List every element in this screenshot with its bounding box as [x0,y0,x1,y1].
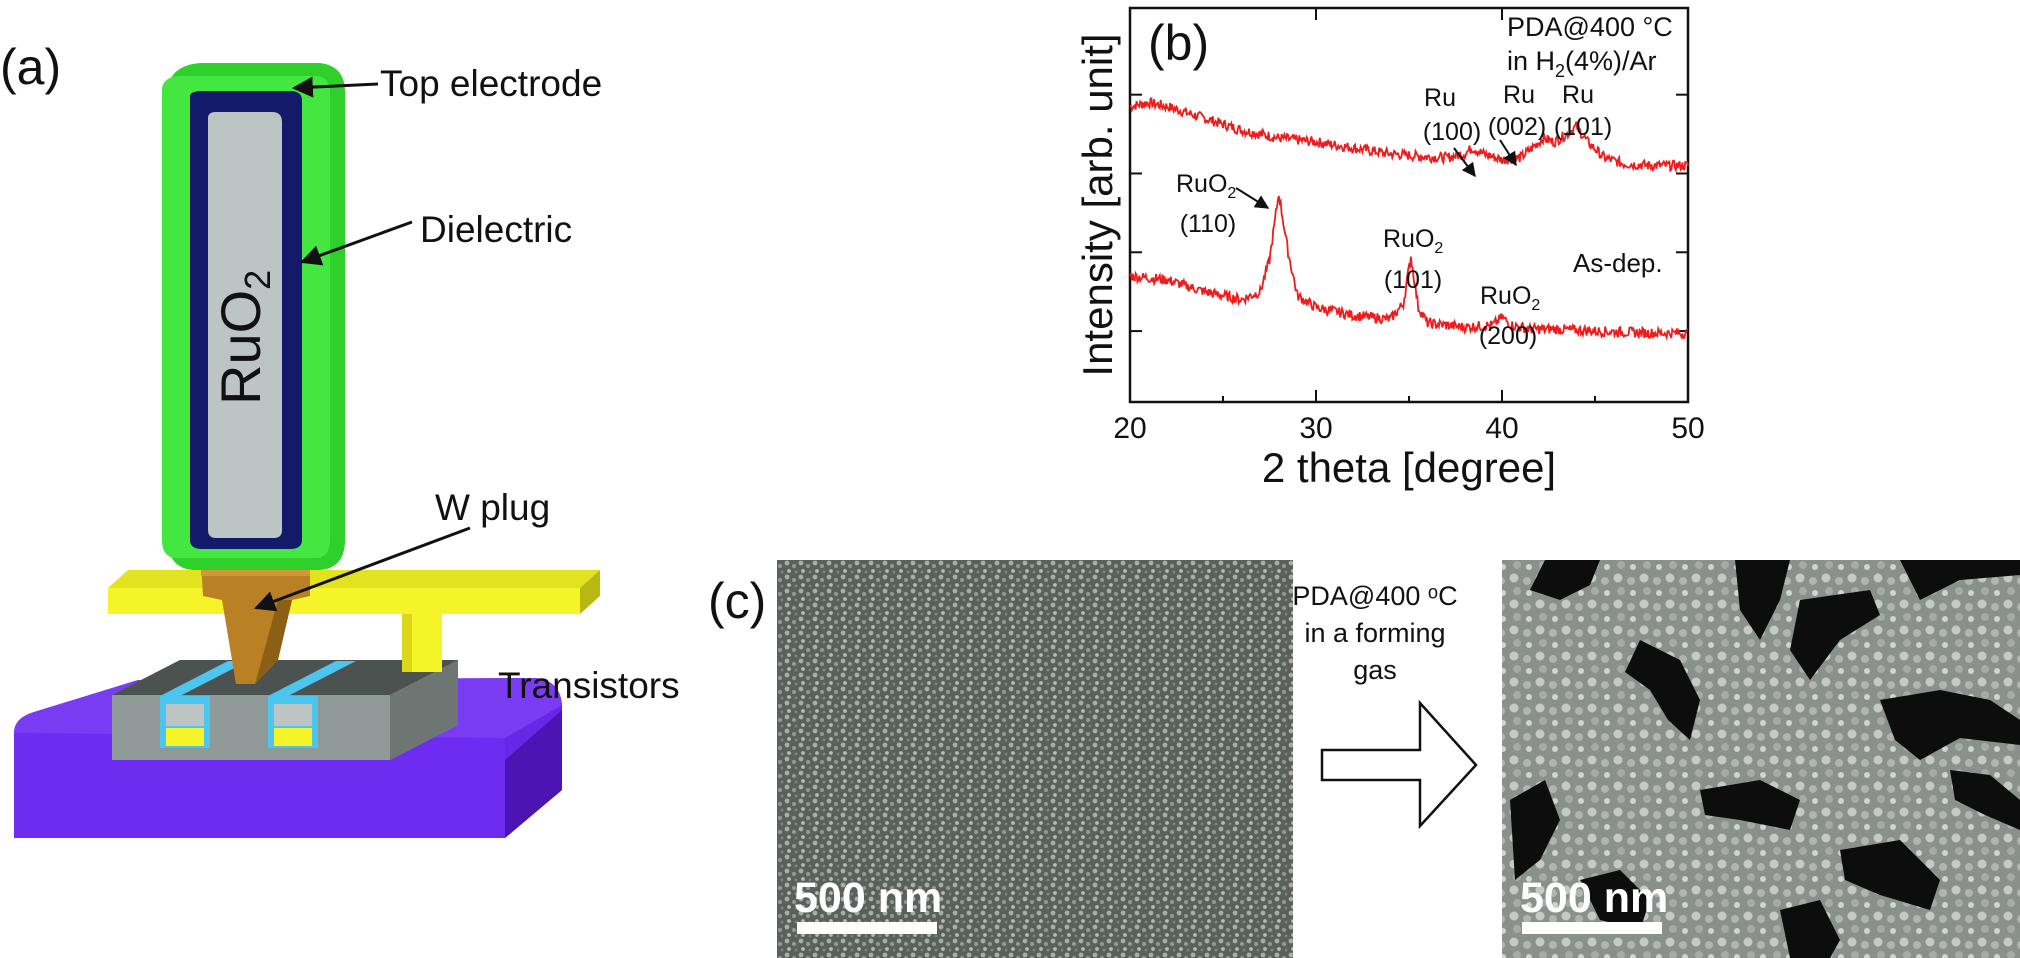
series-layer [1129,97,1689,341]
arrow-text-line1: PDA@400 ᵒC [1292,581,1457,611]
peak-ru-002-arrow [1499,139,1517,167]
panel-a-label: (a) [0,39,61,95]
panel-b-label: (b) [1148,15,1209,71]
peak-ruo2-110-name: RuO2 [1176,170,1236,202]
contact-post [402,614,442,672]
peak-ruo2-101-index: (101) [1384,266,1442,294]
peak-ruo2-110-index: (110) [1180,210,1237,238]
panel-c: (c) 500 nm PDA@400 ᵒC in a forming gas [708,560,2020,958]
peak-ru-100-index: (100) [1423,118,1481,146]
w-plug-arrow [254,526,471,612]
condition-line2: in H2(4%)/Ar [1507,46,1657,81]
w-plug-label: W plug [435,487,550,528]
block-arrow-shape [1320,699,1478,830]
peak-ru-101-index: (101) [1554,113,1612,141]
scale-bar-right [1522,922,1662,934]
x-tick-label-30: 30 [1299,412,1332,445]
peak-ru-002-name: Ru [1503,81,1535,109]
peak-ruo2-110-arrow [1235,187,1270,209]
sem-image-annealed [1502,560,2020,958]
sem-image-as-dep [777,560,1293,958]
transistors-label: Transistors [498,665,680,706]
series-line-as-dep [1129,195,1689,341]
peak-ruo2-101-name: RuO2 [1383,225,1443,257]
peak-ruo2-200-name: RuO2 [1480,282,1540,314]
arrow-text-line2: in a forming [1304,618,1445,648]
peak-ru-002-index: (002) [1488,113,1546,141]
voids [1510,560,2020,958]
scale-bar-left-label: 500 nm [794,874,942,922]
ruo2-label: RuO2 [209,270,278,405]
as-dep-label: As-dep. [1573,248,1663,278]
peak-ru-100-name: Ru [1424,84,1456,112]
panel-c-label: (c) [708,573,766,629]
dielectric-arrow [300,220,413,266]
x-tick-label-40: 40 [1485,412,1518,445]
interconnect-bar [108,570,600,614]
x-tick-label-50: 50 [1671,412,1704,445]
top-electrode-label: Top electrode [380,63,602,104]
scale-bar-left [797,922,937,934]
process-arrow: PDA@400 ᵒC in a forming gas [1292,581,1478,830]
scale-bar-right-label: 500 nm [1520,874,1668,922]
x-tick-labels: 20 30 40 50 [1113,412,1704,445]
x-axis-title: 2 theta [degree] [1262,444,1556,491]
series-line-annealed [1129,97,1689,174]
peak-ruo2-200-index: (200) [1479,322,1537,350]
peak-ru-100-arrow [1453,147,1476,178]
arrow-text-line3: gas [1353,655,1397,685]
capacitor: RuO2 [162,63,345,570]
x-tick-label-20: 20 [1113,412,1146,445]
peak-ru-101-name: Ru [1562,81,1594,109]
panel-a: (a) [0,39,680,838]
panel-b: (b) 20 30 40 50 2 theta [degree] Intensity … [1074,6,1705,491]
axis-ticks [1129,8,1689,402]
top-electrode-arrow [291,76,379,98]
y-axis-title: Intensity [arb. unit] [1074,33,1121,376]
condition-line1: PDA@400 °C [1507,12,1673,42]
dielectric-label: Dielectric [420,209,572,250]
transistors [112,660,458,760]
